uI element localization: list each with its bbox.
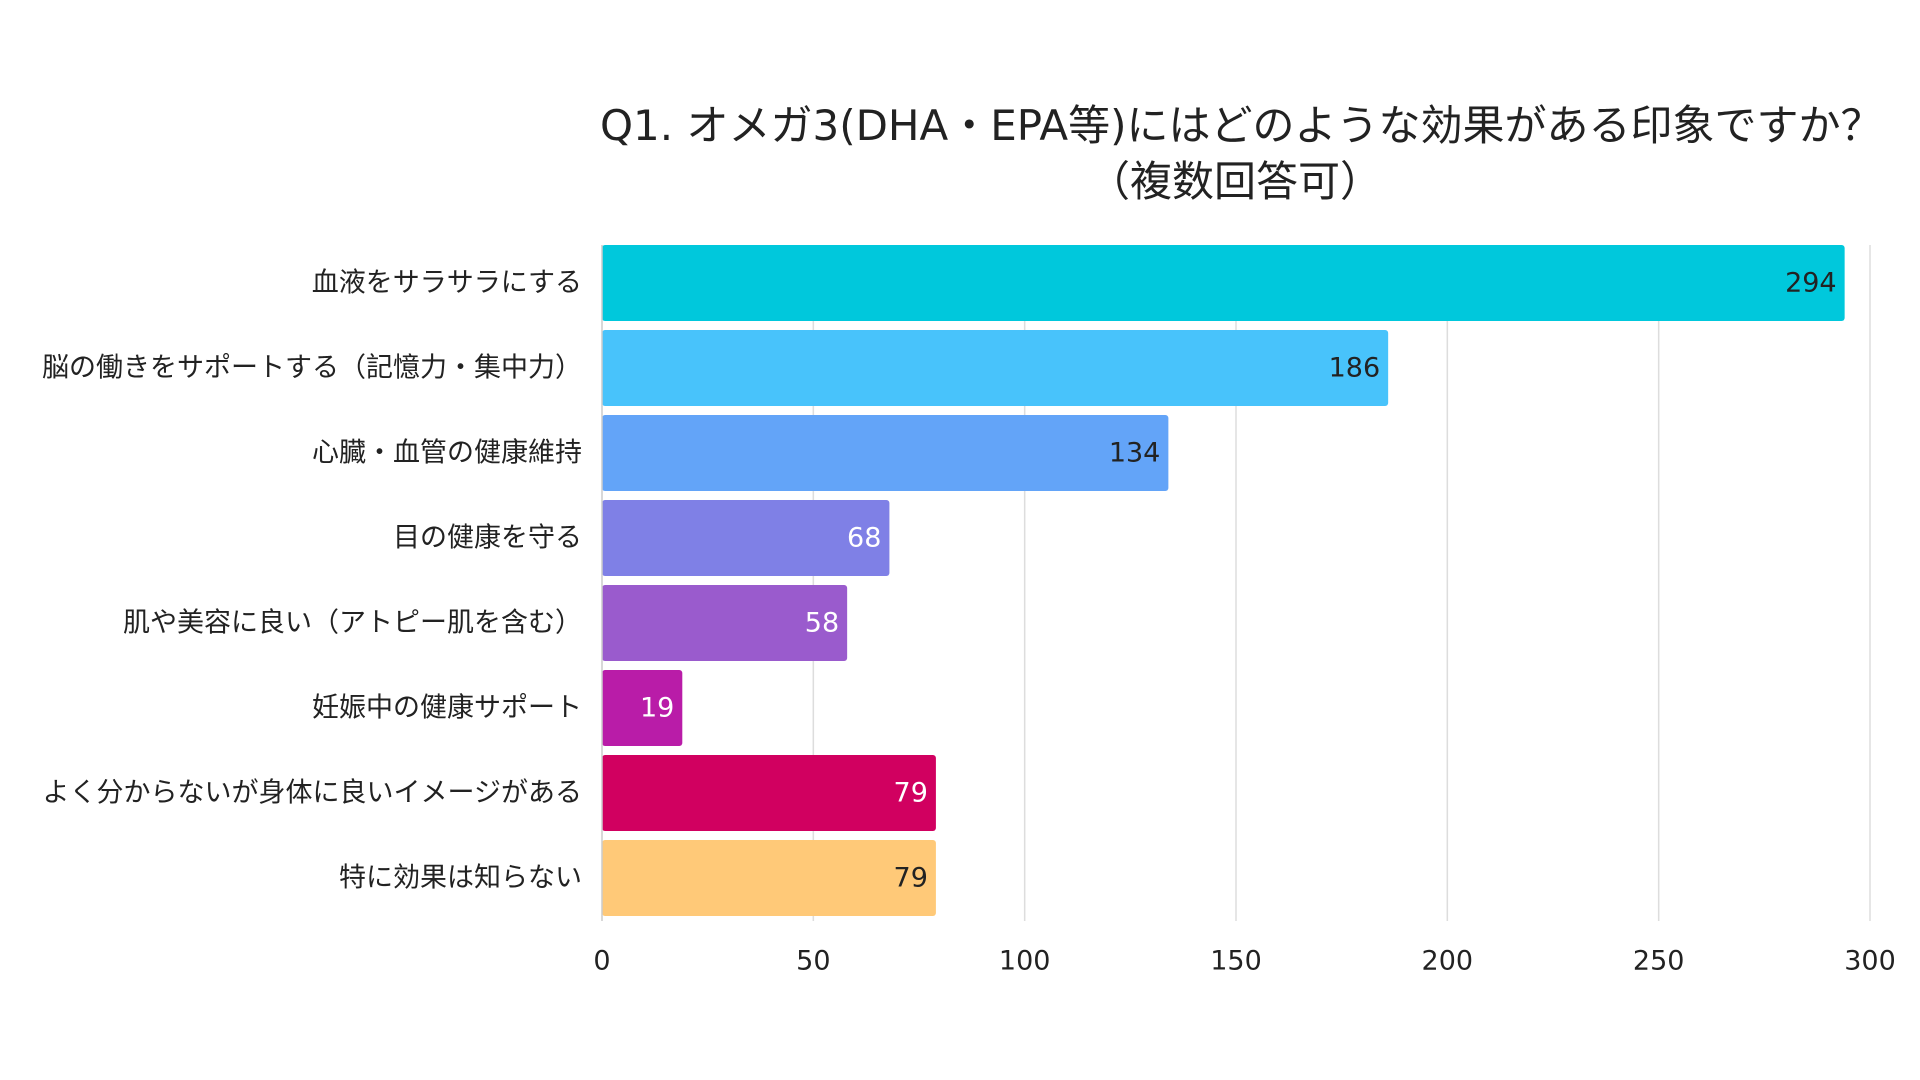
x-tick-label-200: 200 xyxy=(1422,946,1474,977)
category-label-1: 脳の働きをサポートする（記憶力・集中力） xyxy=(42,353,582,384)
data-label-7: 79 xyxy=(894,863,928,894)
x-tick-label-150: 150 xyxy=(1210,946,1262,977)
x-tick-label-0: 0 xyxy=(593,946,610,977)
x-tick-label-100: 100 xyxy=(999,946,1051,977)
chart-subtitle: （複数回答可） xyxy=(1087,157,1382,206)
data-label-1: 186 xyxy=(1329,353,1381,384)
bar-3 xyxy=(602,500,890,576)
bar-2 xyxy=(602,415,1169,491)
data-label-3: 68 xyxy=(847,523,881,554)
bar-0 xyxy=(602,245,1845,321)
category-label-4: 肌や美容に良い（アトピー肌を含む） xyxy=(123,608,582,639)
x-tick-label-300: 300 xyxy=(1844,946,1896,977)
bar-6 xyxy=(602,755,936,831)
data-label-4: 58 xyxy=(805,608,839,639)
x-tick-label-50: 50 xyxy=(796,946,830,977)
category-label-0: 血液をサラサラにする xyxy=(312,268,582,299)
data-label-6: 79 xyxy=(894,778,928,809)
data-label-5: 19 xyxy=(640,693,674,724)
chart-title-line1: Q1. オメガ3(DHA・EPA等)にはどのような効果がある印象ですか？ xyxy=(600,101,1883,150)
bar-7 xyxy=(602,840,936,916)
bar-4 xyxy=(602,585,848,661)
category-label-2: 心臓・血管の健康維持 xyxy=(312,438,582,469)
category-label-6: よく分からないが身体に良いイメージがある xyxy=(43,778,582,809)
category-label-7: 特に効果は知らない xyxy=(339,863,582,894)
bar-5 xyxy=(602,670,683,746)
bar-1 xyxy=(602,330,1389,406)
data-label-0: 294 xyxy=(1785,268,1837,299)
category-label-3: 目の健康を守る xyxy=(393,523,582,554)
x-tick-label-250: 250 xyxy=(1633,946,1685,977)
category-label-5: 妊娠中の健康サポート xyxy=(312,693,582,724)
data-label-2: 134 xyxy=(1109,438,1161,469)
chart-title: Q1. オメガ3(DHA・EPA等)にはどのような効果がある印象ですか？ （複数… xyxy=(600,98,1883,210)
